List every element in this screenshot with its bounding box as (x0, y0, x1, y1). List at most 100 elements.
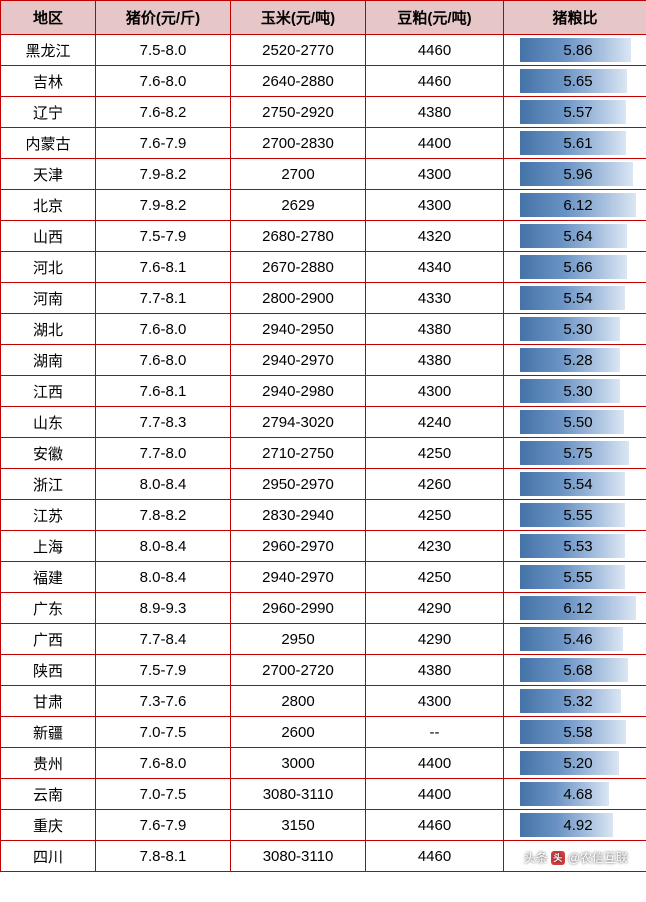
cell-ratio: 5.30 (504, 314, 646, 345)
ratio-value: 5.32 (520, 689, 636, 713)
cell-meal: -- (366, 717, 504, 748)
table-row: 上海8.0-8.42960-297042305.53 (1, 531, 646, 562)
cell-region: 安徽 (1, 438, 96, 469)
table-row: 新疆7.0-7.52600--5.58 (1, 717, 646, 748)
ratio-value: 5.58 (520, 720, 636, 744)
cell-ratio: 5.54 (504, 283, 646, 314)
table-row: 甘肃7.3-7.6280043005.32 (1, 686, 646, 717)
cell-meal: 4460 (366, 810, 504, 841)
cell-region: 天津 (1, 159, 96, 190)
cell-pig: 7.7-8.4 (96, 624, 231, 655)
cell-corn: 2640-2880 (231, 66, 366, 97)
ratio-value: 5.96 (520, 162, 636, 186)
cell-meal: 4300 (366, 376, 504, 407)
cell-pig: 8.0-8.4 (96, 469, 231, 500)
cell-ratio: 5.58 (504, 717, 646, 748)
ratio-value: 5.46 (520, 627, 636, 651)
ratio-value: 6.12 (520, 596, 636, 620)
cell-pig: 7.6-8.0 (96, 66, 231, 97)
table-body: 黑龙江7.5-8.02520-277044605.86吉林7.6-8.02640… (1, 35, 646, 872)
toutiao-icon: 头 (551, 851, 565, 865)
cell-ratio: 5.30 (504, 376, 646, 407)
col-meal: 豆粕(元/吨) (366, 1, 504, 35)
cell-ratio: 5.55 (504, 500, 646, 531)
ratio-value: 5.55 (520, 503, 636, 527)
table-row: 山西7.5-7.92680-278043205.64 (1, 221, 646, 252)
cell-meal: 4460 (366, 66, 504, 97)
ratio-value: 4.92 (520, 813, 636, 837)
cell-region: 贵州 (1, 748, 96, 779)
cell-pig: 7.6-8.2 (96, 97, 231, 128)
cell-meal: 4340 (366, 252, 504, 283)
cell-corn: 2670-2880 (231, 252, 366, 283)
cell-pig: 8.9-9.3 (96, 593, 231, 624)
cell-meal: 4380 (366, 314, 504, 345)
cell-corn: 2600 (231, 717, 366, 748)
cell-region: 福建 (1, 562, 96, 593)
cell-pig: 7.7-8.1 (96, 283, 231, 314)
table-row: 湖南7.6-8.02940-297043805.28 (1, 345, 646, 376)
cell-corn: 3000 (231, 748, 366, 779)
table-row: 江西7.6-8.12940-298043005.30 (1, 376, 646, 407)
cell-meal: 4260 (366, 469, 504, 500)
cell-meal: 4380 (366, 97, 504, 128)
cell-ratio: 5.75 (504, 438, 646, 469)
ratio-value: 5.30 (520, 379, 636, 403)
cell-corn: 2629 (231, 190, 366, 221)
cell-meal: 4250 (366, 438, 504, 469)
cell-corn: 2960-2990 (231, 593, 366, 624)
cell-region: 吉林 (1, 66, 96, 97)
ratio-value: 5.28 (520, 348, 636, 372)
cell-corn: 2960-2970 (231, 531, 366, 562)
cell-ratio: 5.65 (504, 66, 646, 97)
cell-ratio: 5.53 (504, 531, 646, 562)
cell-region: 黑龙江 (1, 35, 96, 66)
cell-meal: 4290 (366, 624, 504, 655)
cell-ratio: 5.68 (504, 655, 646, 686)
cell-pig: 7.3-7.6 (96, 686, 231, 717)
cell-ratio: 5.64 (504, 221, 646, 252)
ratio-value: 5.64 (520, 224, 636, 248)
cell-corn: 2950-2970 (231, 469, 366, 500)
cell-pig: 7.6-8.0 (96, 345, 231, 376)
cell-ratio: 6.12 (504, 593, 646, 624)
cell-ratio: 5.61 (504, 128, 646, 159)
table-row: 湖北7.6-8.02940-295043805.30 (1, 314, 646, 345)
ratio-value: 4.68 (520, 782, 636, 806)
cell-pig: 7.6-8.1 (96, 376, 231, 407)
cell-pig: 7.8-8.2 (96, 500, 231, 531)
ratio-value: 5.53 (520, 534, 636, 558)
cell-ratio: 4.68 (504, 779, 646, 810)
cell-region: 云南 (1, 779, 96, 810)
cell-pig: 8.0-8.4 (96, 531, 231, 562)
cell-pig: 7.6-7.9 (96, 128, 231, 159)
cell-pig: 8.0-8.4 (96, 562, 231, 593)
cell-region: 甘肃 (1, 686, 96, 717)
cell-ratio: 5.32 (504, 686, 646, 717)
cell-region: 广西 (1, 624, 96, 655)
cell-pig: 7.9-8.2 (96, 190, 231, 221)
cell-region: 辽宁 (1, 97, 96, 128)
cell-ratio: 6.12 (504, 190, 646, 221)
table-row: 安徽7.7-8.02710-275042505.75 (1, 438, 646, 469)
ratio-value: 5.65 (520, 69, 636, 93)
cell-meal: 4400 (366, 748, 504, 779)
ratio-value: 5.30 (520, 317, 636, 341)
cell-pig: 7.6-8.0 (96, 314, 231, 345)
cell-region: 新疆 (1, 717, 96, 748)
cell-region: 陕西 (1, 655, 96, 686)
cell-region: 江西 (1, 376, 96, 407)
ratio-value: 5.61 (520, 131, 636, 155)
ratio-value: 5.54 (520, 286, 636, 310)
cell-meal: 4250 (366, 500, 504, 531)
cell-meal: 4300 (366, 159, 504, 190)
ratio-value: 5.20 (520, 751, 636, 775)
cell-corn: 2700-2720 (231, 655, 366, 686)
cell-pig: 7.5-7.9 (96, 221, 231, 252)
cell-meal: 4300 (366, 686, 504, 717)
cell-meal: 4240 (366, 407, 504, 438)
cell-region: 河北 (1, 252, 96, 283)
cell-corn: 2520-2770 (231, 35, 366, 66)
cell-ratio: 5.86 (504, 35, 646, 66)
cell-corn: 2710-2750 (231, 438, 366, 469)
